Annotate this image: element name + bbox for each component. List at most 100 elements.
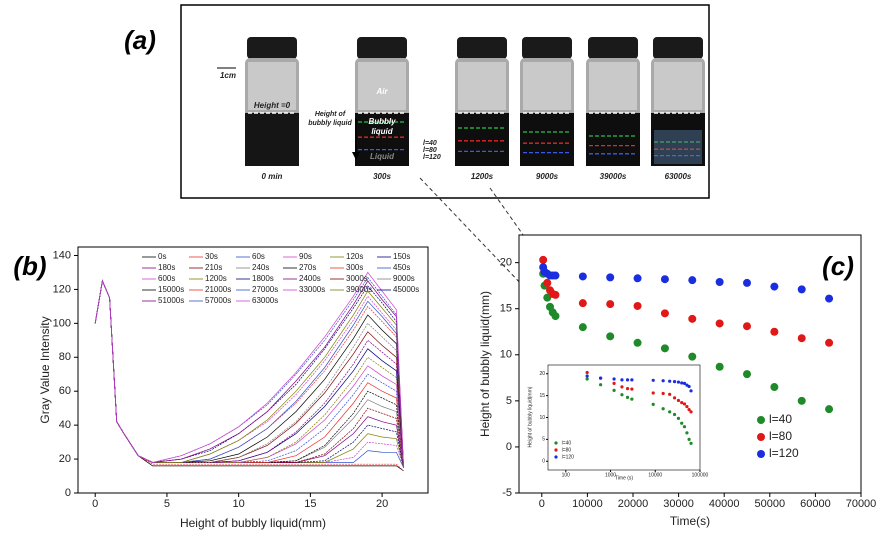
y-tick-label: 80 [59,351,71,363]
legend-marker [757,416,765,424]
legend-label: 51000s [158,296,184,305]
legend-label: 1800s [252,274,274,283]
legend-label: 240s [252,263,269,272]
point [668,379,672,383]
point [676,416,681,420]
y-tick-label: 60 [59,385,71,397]
point [651,402,655,406]
point [661,391,665,396]
photo-caption: 39000s [600,172,627,181]
x-tick-label: 70000 [846,498,877,510]
x-tick-label: 20 [376,498,388,510]
point [672,380,677,384]
point [688,314,697,323]
x-tick-label: 1000 [605,472,616,478]
series-line [94,271,404,468]
legend-label: 21000s [205,285,231,294]
legend-label: 210s [205,263,222,272]
point [797,285,806,294]
legend-label: l=120 [769,446,799,460]
legend-label: 120s [346,252,363,261]
point [685,404,689,409]
legend-label: 2400s [299,274,321,283]
y-tick-label: 20 [59,453,71,465]
point [680,401,684,405]
point [625,387,630,391]
point [661,379,665,383]
legend-label: 1200s [205,274,227,283]
x-axis-label: Time (s) [615,475,633,481]
point [543,278,552,287]
x-axis-label: Time(s) [670,514,710,528]
point [797,396,806,405]
point [668,392,672,396]
point [551,271,560,280]
jar-liquid [455,113,509,166]
photo-caption: 63000s [665,172,692,181]
point [661,407,665,411]
point [651,391,655,395]
point [660,275,669,284]
point [680,381,684,385]
x-tick-label: 10 [233,498,245,510]
point [682,402,687,406]
point [689,410,693,414]
y-tick-label: 0 [65,487,71,499]
level-label: l=80 [423,147,437,154]
photo-caption: 0 min [262,172,283,181]
x-tick-label: 10000 [648,472,662,478]
y-axis-label: Gray Value Intensity [38,316,52,423]
point [612,381,616,385]
y-tick-label: 40 [59,419,71,431]
point [715,362,724,371]
point [651,378,655,382]
point [620,378,624,382]
point [680,421,684,425]
legend-label: 90s [299,252,312,261]
point [689,441,693,445]
y-tick-label: 140 [53,249,71,261]
jar-top-lit [654,62,702,110]
jar-top-lit [458,62,506,110]
point [606,300,615,309]
legend-label: 270s [299,263,316,272]
legend-marker [554,448,558,452]
point [743,322,751,331]
point [676,398,681,403]
point [770,282,779,291]
legend-label: 450s [393,263,410,272]
jar-cap [522,37,572,59]
x-tick-label: 0 [92,498,98,510]
y-axis-label: Height of bubbly liquid(mm) [478,291,492,437]
y-tick-label: 20 [539,371,545,377]
plot-frame [77,246,429,494]
point [687,384,691,389]
photo-caption: 1200s [471,172,494,181]
photos [245,37,705,166]
bubble-haze [654,130,702,164]
panel-label: (a) [124,25,156,55]
legend-label: l=80 [562,447,572,453]
y-tick-label: 15 [539,393,545,399]
y-tick-label: 0 [506,441,512,453]
arrow-head [352,152,360,160]
jar-cap [247,37,297,59]
point [578,272,587,281]
point [612,377,616,381]
point [625,378,630,382]
point [630,378,634,382]
point [672,396,677,400]
zero-label: Height =0 [254,101,291,110]
point [620,385,624,389]
y-tick-label: 10 [539,415,545,421]
point [599,383,603,387]
legend-marker [554,455,558,459]
point [689,389,693,393]
point [612,388,616,392]
series-line [94,279,404,468]
point [825,294,834,303]
point [688,352,697,361]
legend-marker [757,433,765,441]
liquid-label: Liquid [370,152,395,161]
point [551,290,560,299]
